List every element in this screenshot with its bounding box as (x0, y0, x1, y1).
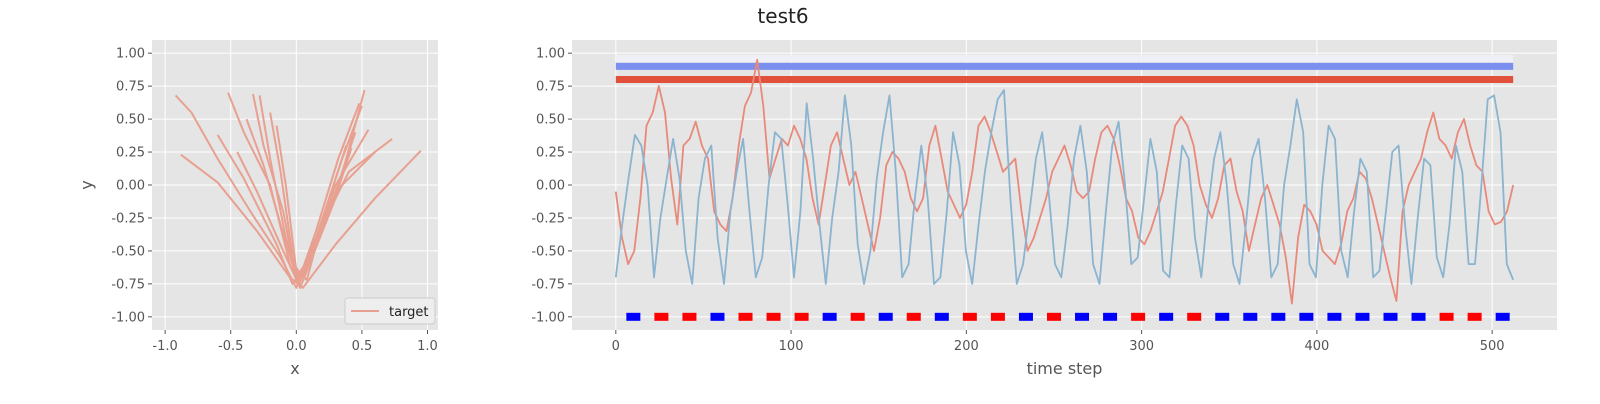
target-series-line (216, 131, 357, 285)
sequence-marker (654, 312, 669, 321)
sequence-marker (822, 312, 837, 321)
left-y-tick-label: 0.75 (116, 80, 145, 95)
right-y-tick-label: 0.75 (536, 80, 565, 95)
sequence-marker (766, 312, 781, 321)
right-x-tick-label: 0 (612, 339, 620, 354)
sequence-marker (1046, 312, 1061, 321)
target-series-line (258, 95, 361, 281)
sequence-marker (710, 312, 725, 321)
left-y-tick-label: -0.75 (111, 277, 145, 292)
time-series-line (614, 58, 1515, 305)
sequence-marker (1103, 312, 1118, 321)
left-y-tick-label: 0.50 (116, 113, 145, 128)
sequence-marker (1159, 312, 1174, 321)
left-grid (152, 40, 438, 330)
target-series-line (180, 150, 422, 289)
right-y-tick-label: 0.00 (536, 179, 565, 194)
left-y-tick-label: -0.25 (111, 211, 145, 226)
legend-box (344, 297, 436, 325)
target-series-line (236, 147, 353, 289)
legend: target (344, 297, 436, 325)
sequence-marker (1018, 312, 1033, 321)
left-y-axis-label: y (77, 180, 96, 189)
sequence-marker (1243, 312, 1258, 321)
right-x-tick-label: 500 (1480, 339, 1505, 354)
left-x-tick-label: 1.0 (417, 339, 438, 354)
right-y-tick-label: -0.75 (531, 277, 565, 292)
right-y-tick-label: 0.25 (536, 146, 565, 161)
sequence-marker (1215, 312, 1230, 321)
sequence-marker (962, 312, 977, 321)
legend-label: target (389, 305, 429, 320)
left-chart: -1.0 -0.5 0.0 0.5 1.0 1.00 0.75 0.50 0.25 0.00 -0.… (77, 40, 438, 378)
time-series-line (614, 89, 1515, 285)
sequence-marker (1383, 312, 1398, 321)
sequence-marker (682, 312, 697, 321)
sequence-marker (850, 312, 865, 321)
left-x-tick-label: 0.0 (286, 339, 307, 354)
sequence-marker (1467, 312, 1482, 321)
right-series (614, 58, 1515, 305)
right-y-tick-label: -0.50 (531, 244, 565, 259)
right-chart: 0 100 200 300 400 500 1.00 0.75 0.50 0.25 0.00 -0.2… (531, 40, 1557, 378)
target-series-line (275, 125, 348, 281)
right-x-tick-label: 100 (779, 339, 804, 354)
sequence-marker (1271, 312, 1286, 321)
left-series (174, 89, 422, 289)
right-y-tick-label: -1.00 (531, 310, 565, 325)
sequence-marker (1411, 312, 1426, 321)
left-y-tick-label: 1.00 (116, 47, 145, 62)
right-markers (626, 312, 1510, 321)
sequence-marker (1495, 312, 1510, 321)
sequence-marker (738, 312, 753, 321)
left-y-tick-label: -0.50 (111, 244, 145, 259)
left-x-tick-label: -0.5 (218, 339, 243, 354)
right-ticks: 0 100 200 300 400 500 1.00 0.75 0.50 0.25 0.00 -0.2… (531, 47, 1504, 354)
sequence-marker (1131, 312, 1146, 321)
sequence-marker (1187, 312, 1202, 321)
sequence-marker (990, 312, 1005, 321)
right-y-tick-label: 0.50 (536, 113, 565, 128)
right-x-axis-label: time step (1027, 359, 1103, 378)
left-x-tick-label: -1.0 (152, 339, 177, 354)
sequence-marker (626, 312, 641, 321)
target-series-line (245, 118, 376, 279)
left-y-tick-label: 0.25 (116, 146, 145, 161)
sequence-marker (1299, 312, 1314, 321)
right-x-tick-label: 200 (954, 339, 979, 354)
left-x-axis-label: x (290, 359, 299, 378)
right-x-tick-label: 400 (1304, 339, 1329, 354)
sequence-marker (1075, 312, 1090, 321)
sequence-marker (878, 312, 893, 321)
sequence-marker (1355, 312, 1370, 321)
right-bars (615, 54, 1514, 84)
sequence-marker (906, 312, 921, 321)
sequence-marker (934, 312, 949, 321)
sequence-marker (794, 312, 809, 321)
left-y-tick-label: -1.00 (111, 310, 145, 325)
sequence-marker (1327, 312, 1342, 321)
right-x-tick-label: 300 (1129, 339, 1154, 354)
left-x-tick-label: 0.5 (352, 339, 373, 354)
right-y-tick-label: -0.25 (531, 211, 565, 226)
sequence-marker (1439, 312, 1454, 321)
figure-title: test6 (757, 4, 808, 28)
left-ticks: -1.0 -0.5 0.0 0.5 1.0 1.00 0.75 0.50 0.25 0.00 -0.… (111, 47, 437, 354)
right-y-tick-label: 1.00 (536, 47, 565, 62)
left-y-tick-label: 0.00 (116, 179, 145, 194)
